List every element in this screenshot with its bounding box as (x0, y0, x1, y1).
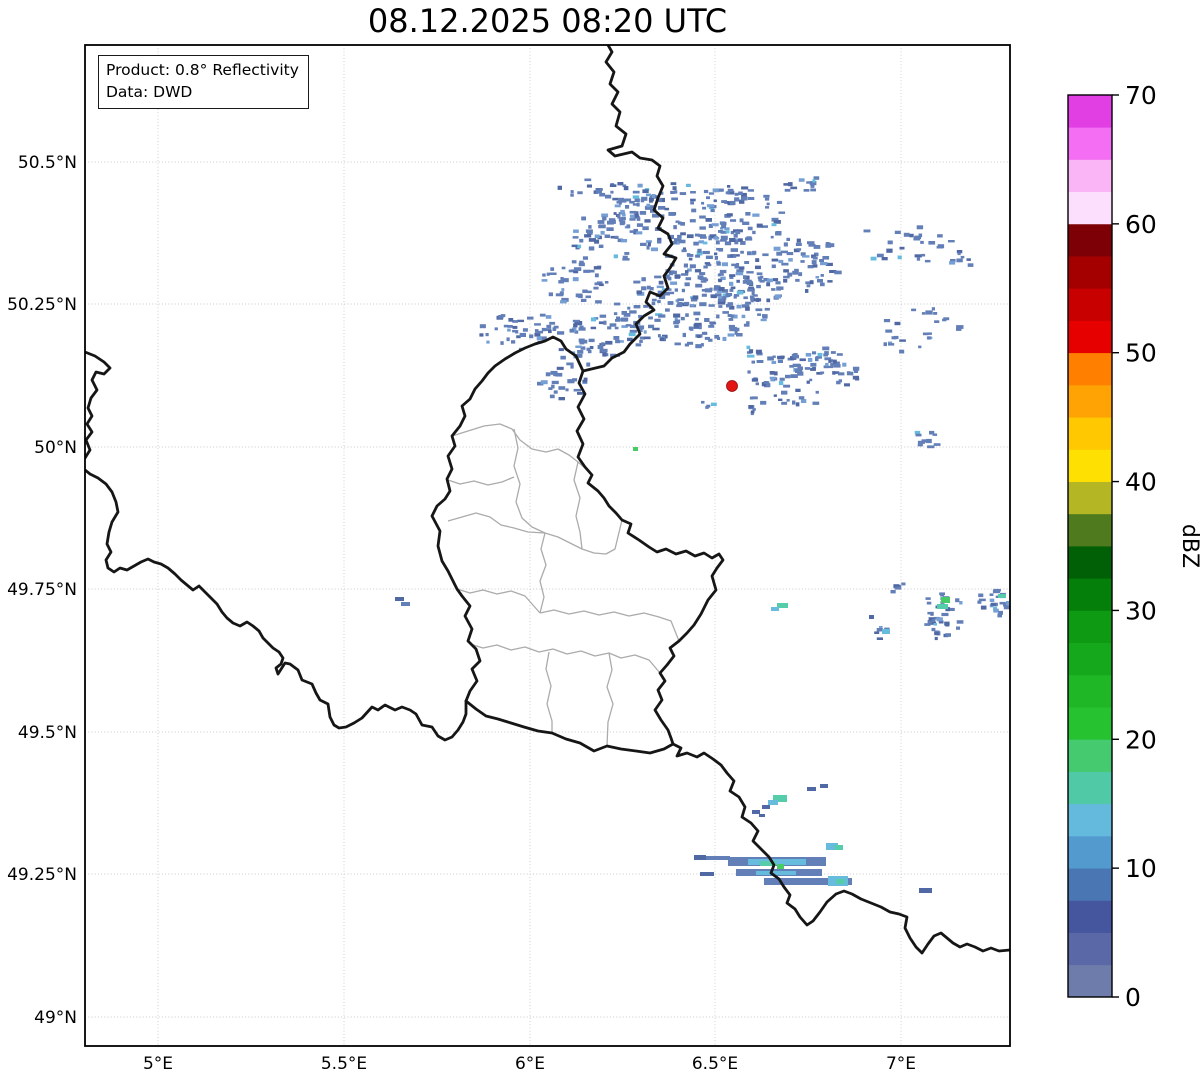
colorbar-segment (1068, 546, 1112, 579)
colorbar-segment (1068, 191, 1112, 225)
colorbar-tick-label: 50 (1125, 339, 1157, 368)
radar-site-marker (726, 380, 738, 392)
canton-border-line (606, 652, 614, 747)
canton-border-line (456, 588, 541, 614)
colorbar: 0 10 20 30 40 50 60 70 dBZ (1067, 81, 1202, 1012)
country-border-line (581, 45, 678, 373)
canton-border-line (573, 461, 583, 550)
y-tick-label: 49.25°N (7, 865, 77, 885)
axis-tick-labels: 50.5°N 50.25°N 50°N 49.75°N 49.5°N 49.25°N 49°… (7, 153, 916, 1074)
colorbar-segment (1068, 384, 1112, 418)
country-border-line (671, 742, 1010, 955)
colorbar-segment (1068, 320, 1112, 354)
colorbar-segment (1068, 481, 1112, 515)
figure-title: 08.12.2025 08:20 UTC (367, 2, 728, 40)
gridlines (85, 45, 1010, 1046)
colorbar-segment (1068, 803, 1112, 837)
colorbar-tick-label: 60 (1125, 210, 1157, 239)
y-tick-label: 50.5°N (18, 153, 77, 173)
colorbar-segment (1068, 288, 1112, 321)
colorbar-segment (1068, 352, 1112, 386)
y-tick-label: 49.75°N (7, 580, 77, 600)
colorbar-tick-label: 30 (1125, 596, 1157, 625)
canton-border-line (447, 476, 515, 486)
canton-border-line (544, 519, 623, 555)
x-tick-label: 6.5°E (692, 1054, 738, 1074)
radar-echoes (395, 176, 1010, 893)
canton-border-line (447, 512, 546, 534)
colorbar-segment (1068, 449, 1112, 482)
plot-frame (84, 44, 1011, 1047)
canton-border-line (545, 651, 553, 733)
product-annotation-box: Product: 0.8° Reflectivity Data: DWD (98, 55, 309, 109)
colorbar-segment (1068, 964, 1112, 998)
colorbar-axis-label: dBZ (1177, 524, 1202, 568)
x-tick-label: 5.5°E (321, 1054, 367, 1074)
colorbar-tick-label: 0 (1125, 983, 1141, 1012)
colorbar-segment (1068, 513, 1112, 547)
colorbar-segment (1068, 868, 1112, 901)
canton-border-line (539, 532, 547, 614)
canton-border-line (451, 423, 586, 469)
y-tick-label: 50.25°N (7, 295, 77, 315)
y-tick-label: 50°N (34, 438, 77, 458)
colorbar-tick-label: 70 (1125, 81, 1157, 110)
canton-border-line (469, 643, 661, 674)
colorbar-segment (1068, 127, 1112, 160)
country-border-line (85, 350, 112, 460)
colorbar-segment (1068, 256, 1112, 289)
data-source-line: Data: DWD (106, 83, 193, 102)
x-tick-label: 5°E (143, 1054, 173, 1074)
colorbar-segment (1068, 642, 1112, 676)
colorbar-segment (1068, 707, 1112, 740)
colorbar-tick-label: 20 (1125, 725, 1157, 754)
colorbar-tick-label: 10 (1125, 854, 1157, 883)
y-tick-label: 49.5°N (18, 723, 77, 743)
colorbar-tick-label: 40 (1125, 468, 1157, 497)
colorbar-segment (1068, 835, 1112, 869)
colorbar-segment (1068, 932, 1112, 966)
canton-border-line (513, 428, 546, 534)
colorbar-segment (1068, 674, 1112, 708)
canton-border-line (539, 609, 680, 642)
colorbar-segment (1068, 223, 1112, 257)
colorbar-segment (1068, 900, 1112, 933)
luxembourg-outline (430, 335, 725, 755)
national-borders (85, 45, 1010, 955)
colorbar-segment (1068, 578, 1112, 611)
x-tick-label: 6°E (515, 1054, 545, 1074)
colorbar-segment (1068, 417, 1112, 450)
colorbar-segment (1068, 610, 1112, 644)
x-tick-label: 7°E (886, 1054, 916, 1074)
colorbar-segment (1068, 159, 1112, 193)
y-tick-label: 49°N (34, 1008, 77, 1028)
colorbar-segment (1068, 739, 1112, 772)
product-line: Product: 0.8° Reflectivity (106, 61, 299, 79)
colorbar-segment (1068, 771, 1112, 805)
country-border-line (85, 468, 468, 742)
colorbar-outline (1067, 94, 1113, 998)
regional-borders (447, 423, 680, 747)
colorbar-segment (1068, 95, 1112, 128)
